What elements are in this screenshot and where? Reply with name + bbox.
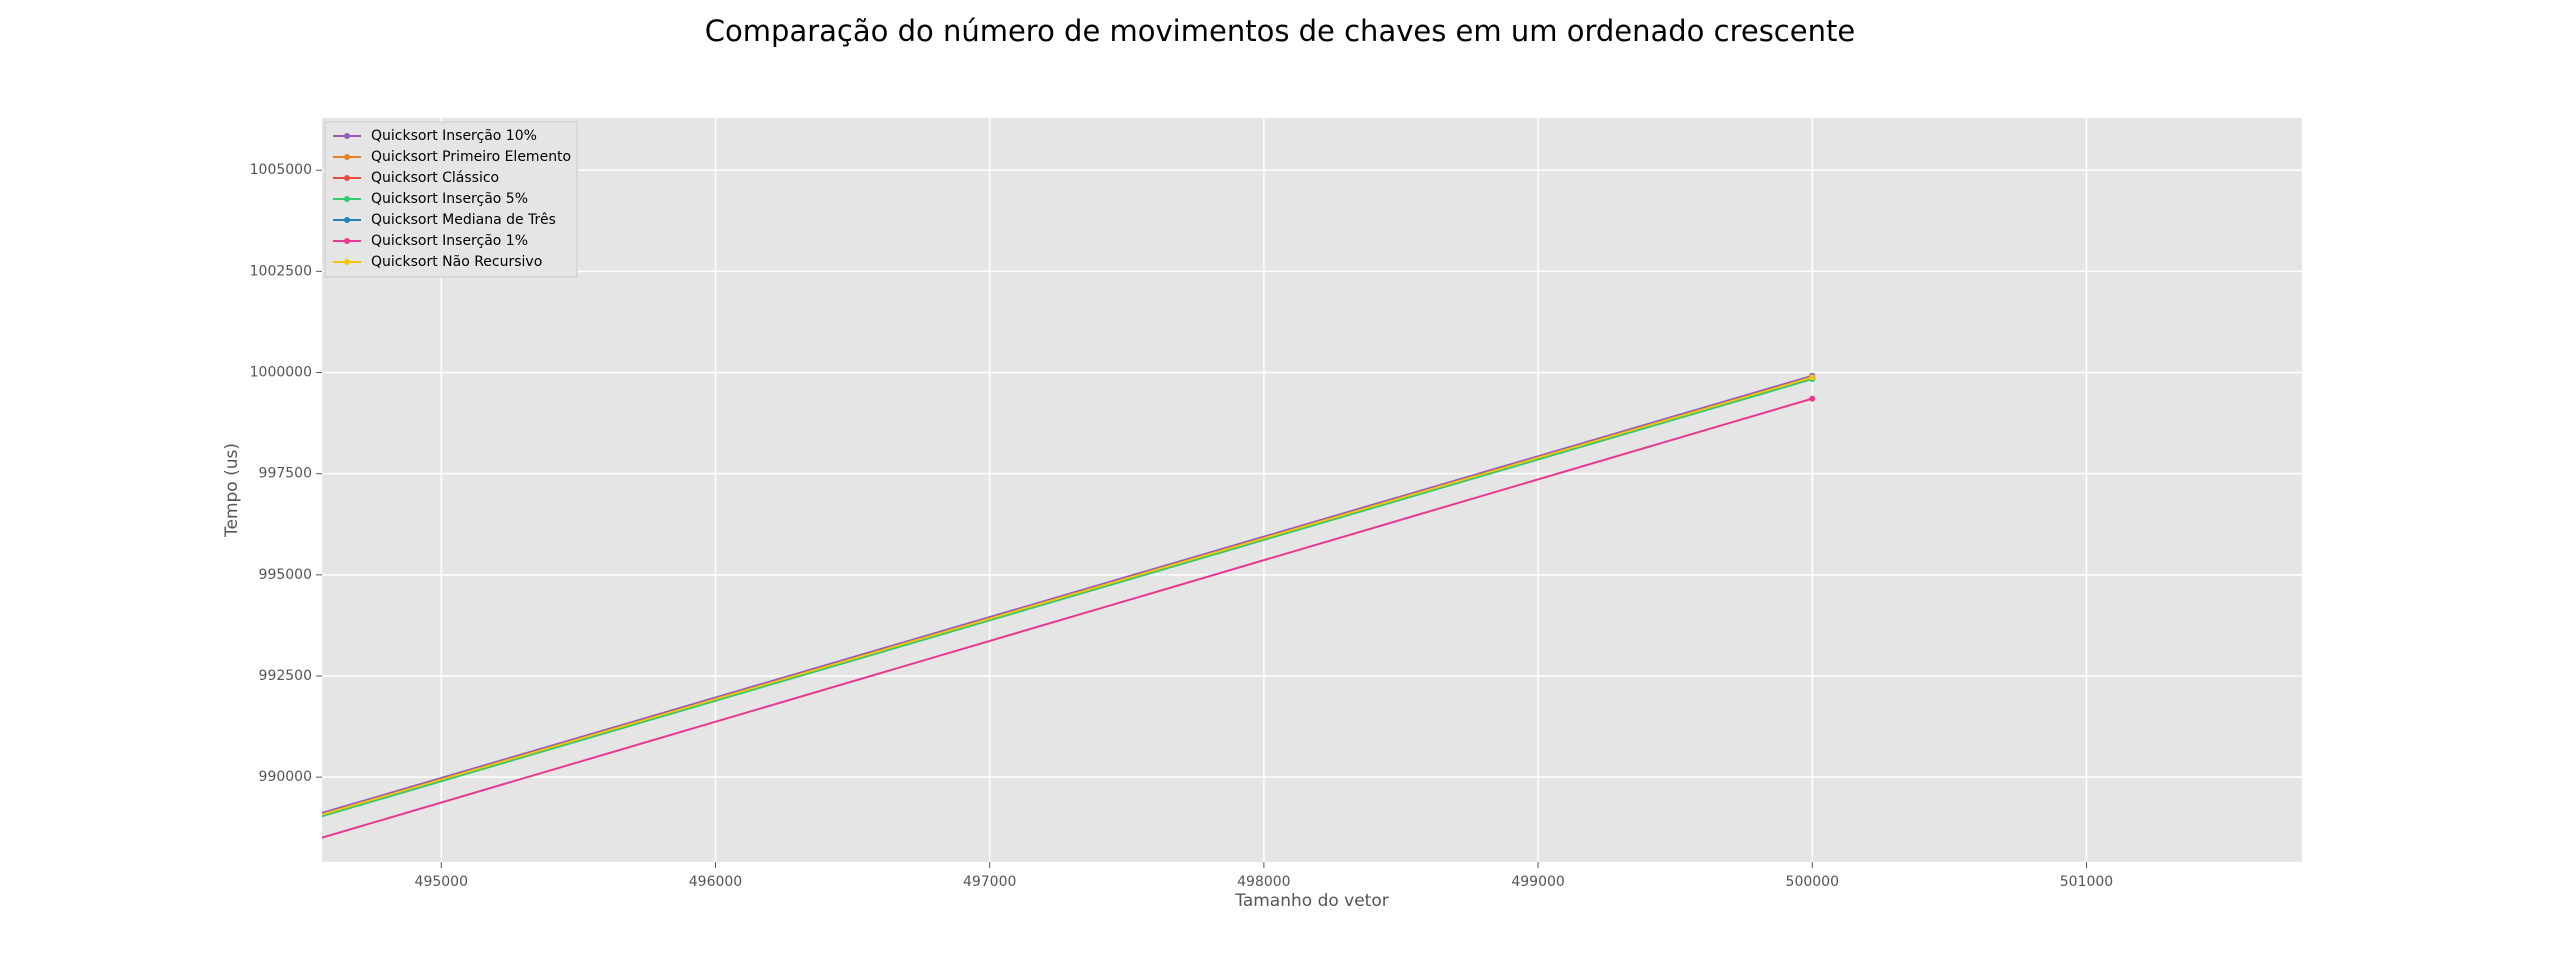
y-tick-label: 990000	[259, 769, 312, 785]
x-tick-label: 498000	[1237, 874, 1290, 890]
plot-area	[322, 118, 2302, 862]
series-line	[322, 378, 1813, 818]
lines	[322, 372, 1816, 839]
legend-label: Quicksort Não Recursivo	[371, 254, 542, 270]
legend-box	[324, 121, 578, 278]
y-tick-label: 1000000	[250, 365, 312, 381]
legend-label: Quicksort Mediana de Três	[371, 212, 556, 228]
series-line	[322, 374, 1813, 815]
point	[1809, 374, 1816, 381]
legend-label: Quicksort Primeiro Elemento	[371, 149, 571, 165]
legend-marker	[344, 154, 350, 160]
legend-marker	[344, 259, 350, 265]
legend-marker	[344, 217, 350, 223]
y-tick-label: 997500	[259, 466, 312, 482]
x-tick-label: 495000	[415, 874, 468, 890]
y-tick-label: 995000	[259, 567, 312, 583]
legend-label: Quicksort Inserção 1%	[371, 233, 528, 249]
y-axis-label: Tempo (us)	[222, 443, 242, 538]
legend: Quicksort Inserção 10% Quicksort Primeiro…	[324, 121, 578, 278]
x-tick-label: 497000	[963, 874, 1016, 890]
x-tick-label: 500000	[1786, 874, 1839, 890]
legend-label: Quicksort Inserção 10%	[371, 128, 537, 144]
y-tick-label: 1002500	[250, 263, 312, 279]
grid	[322, 118, 2302, 862]
legend-marker	[344, 133, 350, 139]
legend-marker	[344, 238, 350, 244]
y-tick-label: 1005000	[250, 162, 312, 178]
point	[1809, 395, 1816, 402]
series-line	[322, 397, 1813, 839]
x-axis-label: Tamanho do vetor	[1234, 891, 1389, 911]
series-line	[322, 376, 1813, 816]
y-tick-label: 992500	[259, 668, 312, 684]
x-tick-label: 499000	[1511, 874, 1564, 890]
legend-label: Quicksort Clássico	[371, 170, 499, 186]
legend-label: Quicksort Inserção 5%	[371, 191, 528, 207]
x-tick-label: 496000	[689, 874, 742, 890]
legend-marker	[344, 196, 350, 202]
legend-marker	[344, 175, 350, 181]
chart-title: Comparação do número de movimentos de ch…	[705, 14, 1855, 48]
x-tick-label: 501000	[2060, 874, 2113, 890]
